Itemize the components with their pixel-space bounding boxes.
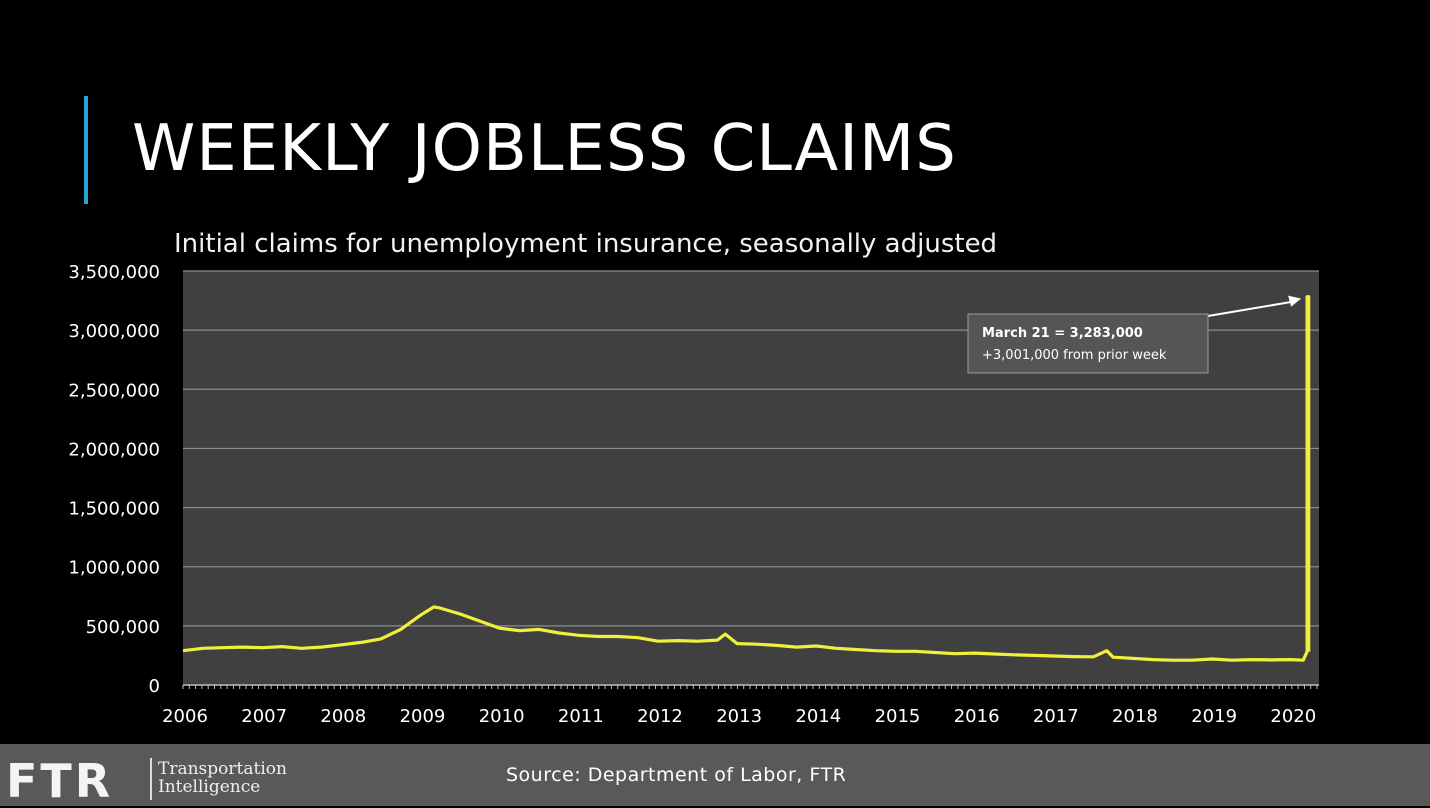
ftr-logo: FTR [6, 754, 114, 808]
y-tick-label: 2,500,000 [68, 380, 160, 401]
annotation-value: March 21 = 3,283,000 [982, 326, 1143, 341]
y-tick-label: 1,000,000 [68, 558, 160, 579]
x-tick-label: 2016 [954, 706, 1000, 727]
callout-arrowhead [1288, 295, 1302, 307]
y-tick-label: 1,500,000 [68, 499, 160, 520]
x-axis-minor-ticks [182, 685, 1318, 689]
y-axis-ticks: 0 500,000 1,000,000 1,500,000 2,000,000 2,500… [68, 262, 160, 697]
x-tick-label: 2007 [241, 706, 287, 727]
x-tick-label: 2019 [1191, 706, 1237, 727]
x-tick-label: 2013 [716, 706, 762, 727]
title-accent-bar [84, 96, 88, 204]
x-tick-label: 2020 [1270, 706, 1316, 727]
logo-tagline: Transportation Intelligence [158, 760, 287, 796]
x-tick-label: 2009 [400, 706, 446, 727]
grid-lines [183, 270, 1319, 627]
annotation-box [967, 313, 1209, 374]
x-tick-label: 2014 [795, 706, 841, 727]
x-tick-label: 2015 [875, 706, 921, 727]
x-axis-ticks: 2006 2007 2008 2009 2010 2011 2012 2013 2014 2015… [162, 706, 1316, 727]
y-tick-label: 500,000 [86, 617, 160, 638]
tagline-line-1: Transportation [158, 759, 287, 779]
x-tick-label: 2010 [479, 706, 525, 727]
x-tick-label: 2012 [637, 706, 683, 727]
logo-divider [150, 758, 152, 800]
y-tick-label: 3,500,000 [68, 262, 160, 283]
annotation-change: +3,001,000 from prior week [982, 348, 1167, 363]
source-note: Source: Department of Labor, FTR [506, 764, 847, 786]
x-tick-label: 2017 [1033, 706, 1079, 727]
footer-bar: FTR Transportation Intelligence Source: … [0, 744, 1430, 806]
y-tick-label: 2,000,000 [68, 439, 160, 460]
y-tick-label: 0 [149, 676, 160, 697]
slide-title: WEEKLY JOBLESS CLAIMS [132, 112, 957, 186]
x-tick-label: 2011 [558, 706, 604, 727]
x-tick-label: 2018 [1112, 706, 1158, 727]
jobless-claims-chart: 0 500,000 1,000,000 1,500,000 2,000,000 2,500… [68, 262, 1319, 727]
x-tick-label: 2008 [320, 706, 366, 727]
x-tick-label: 2006 [162, 706, 208, 727]
annotation-callout: March 21 = 3,283,000 +3,001,000 from pri… [967, 313, 1209, 374]
claims-series-line [182, 295, 1311, 662]
callout-arrow [1207, 300, 1294, 317]
chart-subtitle: Initial claims for unemployment insuranc… [174, 229, 998, 259]
tagline-line-2: Intelligence [158, 777, 261, 797]
y-tick-label: 3,000,000 [68, 321, 160, 342]
